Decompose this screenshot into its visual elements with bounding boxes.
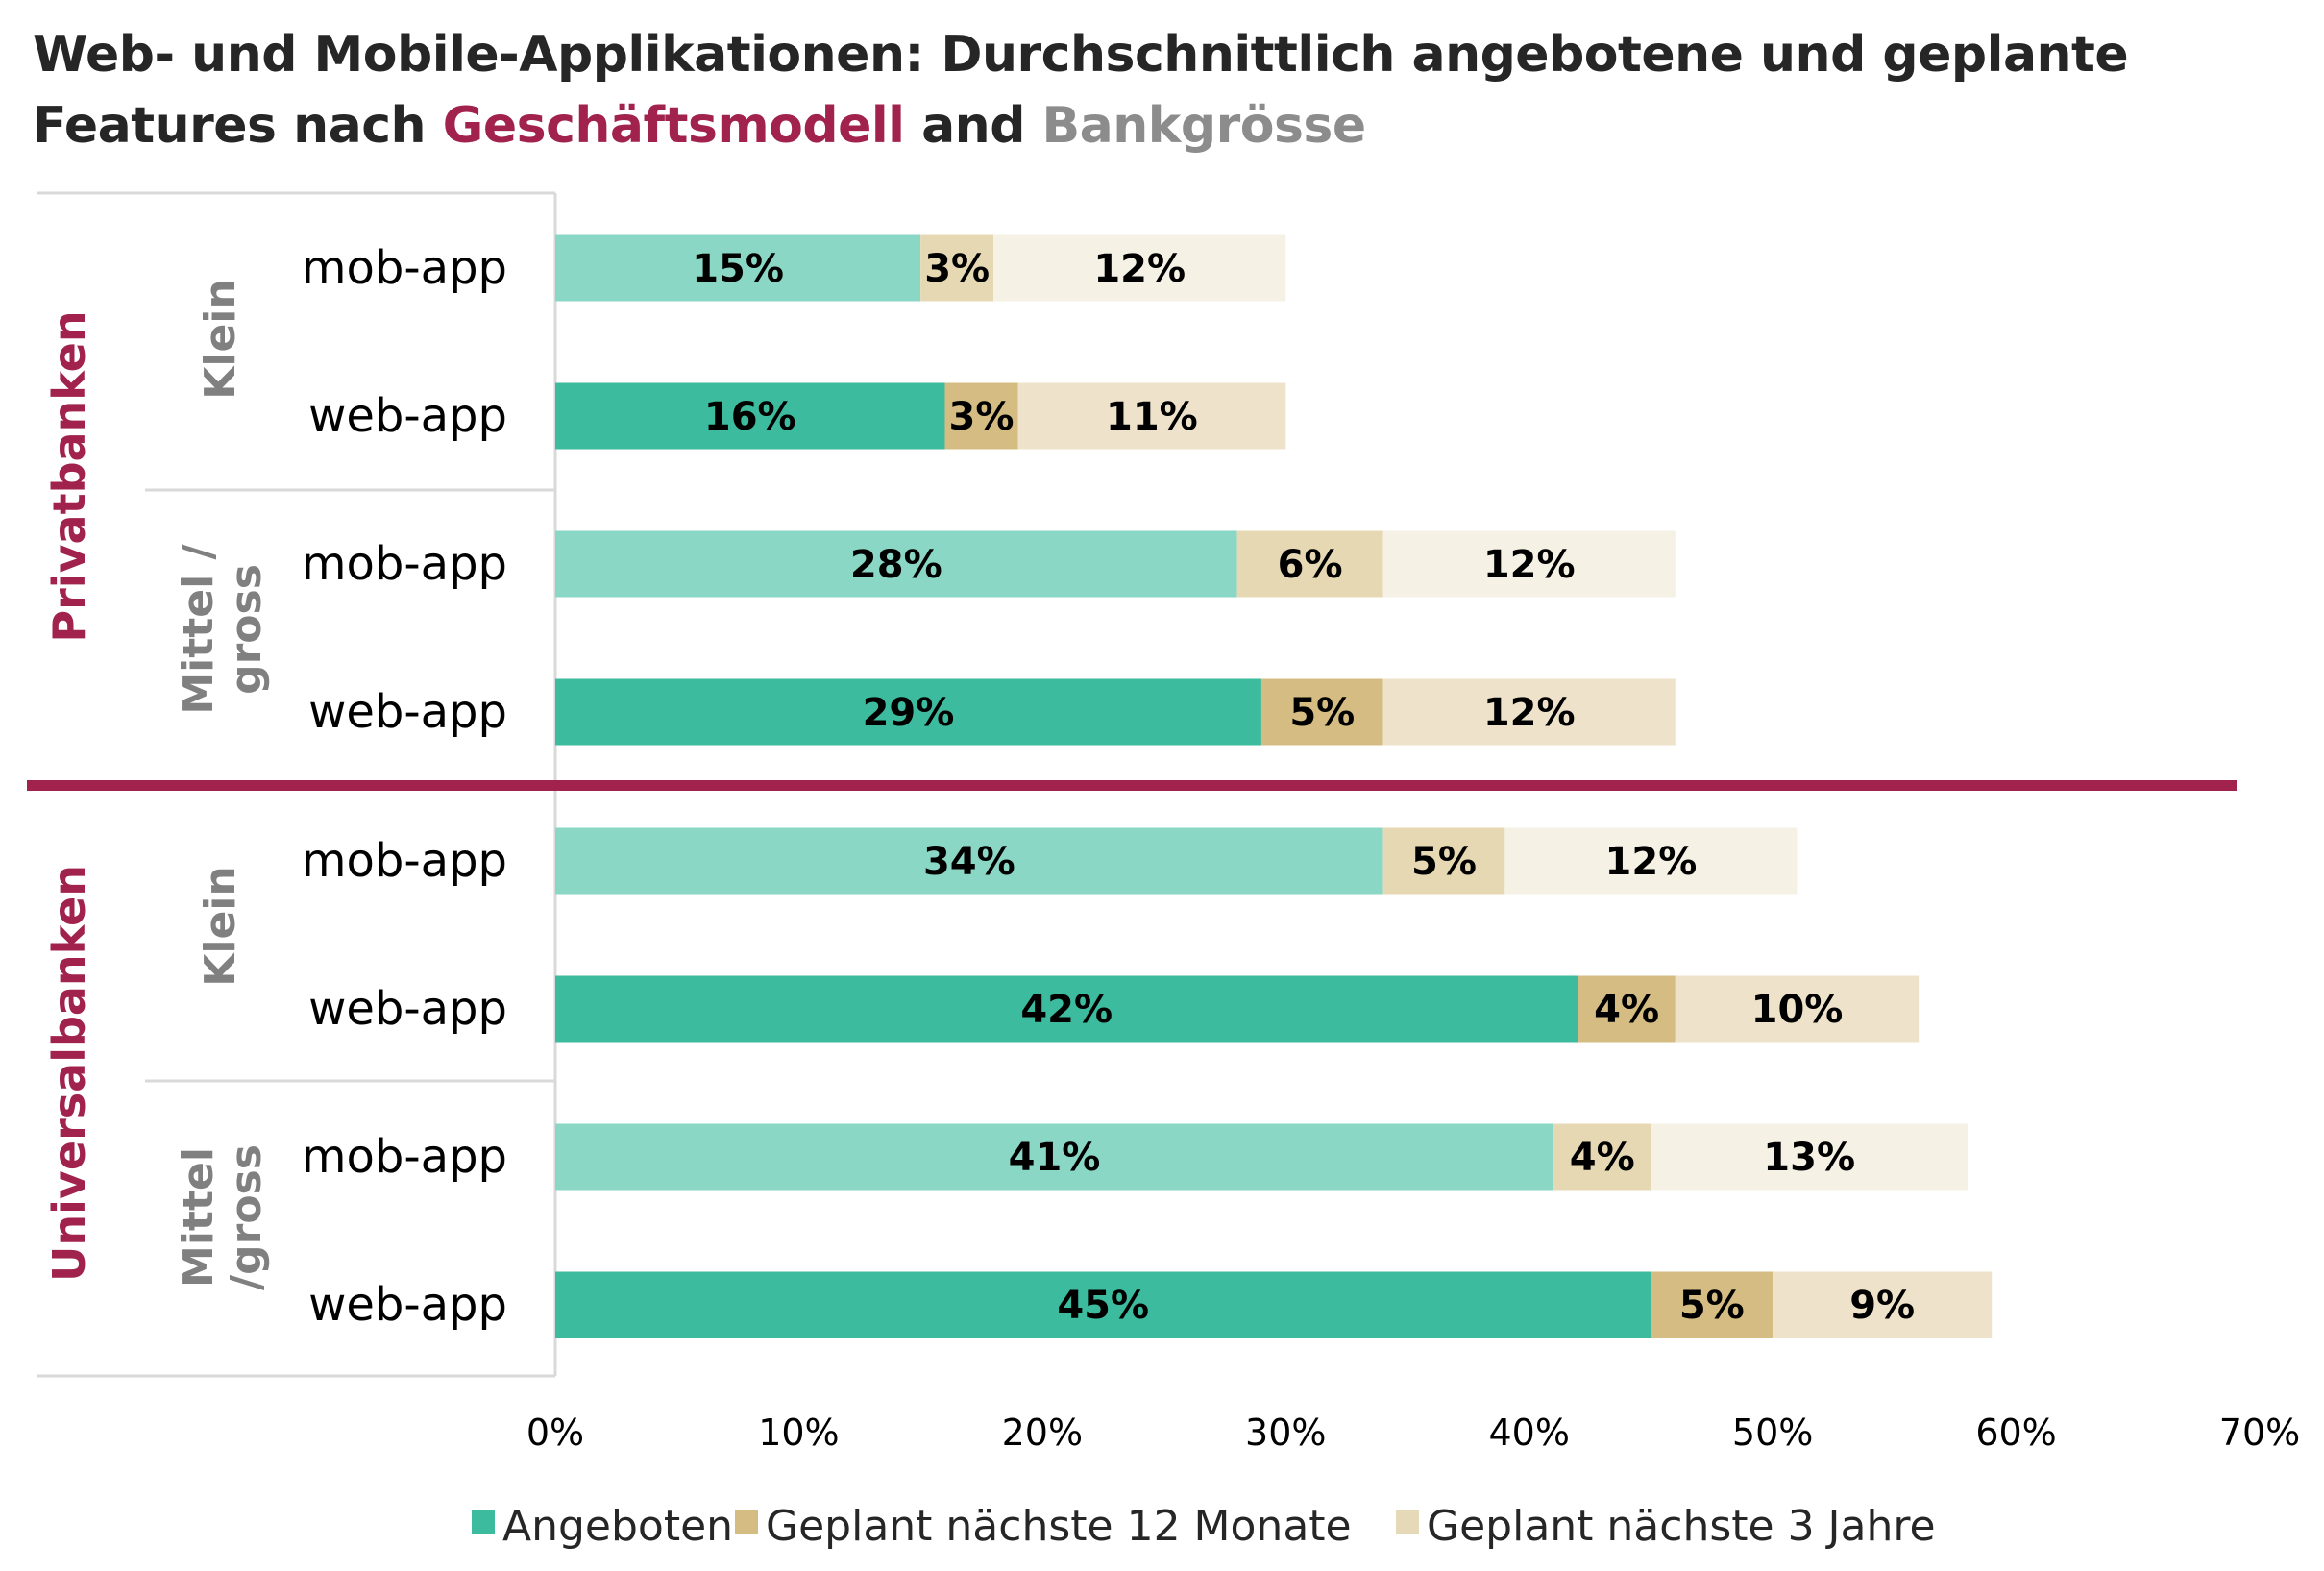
- bar-segment: [920, 234, 994, 302]
- x-tick-label: 70%: [2219, 1411, 2300, 1454]
- chart-title: Web- und Mobile-Applikationen: Durchschn…: [33, 19, 2129, 161]
- x-tick-label: 20%: [1002, 1411, 1083, 1454]
- bar-segment: [1382, 530, 1676, 598]
- group-separator: [27, 780, 2237, 791]
- size-label-line: gross: [222, 564, 271, 695]
- bar-segment: [555, 678, 1261, 746]
- title-highlight-geschaeftsmodell: Geschäftsmodell: [442, 97, 905, 155]
- bar-data-label: 9%: [1849, 1284, 1915, 1328]
- size-label: Mittel/gross: [174, 1144, 271, 1290]
- bar-data-label: 6%: [1278, 543, 1343, 587]
- row-label: web-app: [308, 1278, 507, 1332]
- bar-segment: [1651, 1123, 1968, 1191]
- legend-label: Geplant nächste 3 Jahre: [1427, 1502, 1936, 1551]
- group-label: Privatbanken: [43, 310, 95, 642]
- legend-label: Angeboten: [502, 1502, 733, 1551]
- bar-data-label: 11%: [1106, 395, 1198, 439]
- bar-segment: [1773, 1271, 1993, 1338]
- title-text: and: [904, 97, 1042, 155]
- size-label: Klein: [196, 279, 245, 399]
- legend-swatch: [472, 1510, 495, 1534]
- bar-segment: [1382, 827, 1505, 895]
- bar-data-label: 42%: [1020, 988, 1113, 1032]
- row-label: mob-app: [302, 241, 507, 295]
- x-tick-label: 30%: [1245, 1411, 1326, 1454]
- bar-data-label: 41%: [1009, 1136, 1101, 1180]
- bar-data-label: 13%: [1763, 1136, 1855, 1180]
- size-label-line: Mittel: [174, 1147, 223, 1288]
- bar-data-label: 5%: [1679, 1284, 1745, 1328]
- bar-segment: [944, 382, 1018, 450]
- bar-segment: [555, 530, 1237, 598]
- bar-segment: [555, 975, 1578, 1043]
- bar-data-label: 34%: [923, 840, 1015, 884]
- bar-segment: [555, 1271, 1651, 1338]
- x-tick-label: 10%: [758, 1411, 839, 1454]
- size-label-line: Mittel /: [174, 543, 223, 714]
- row-label: web-app: [308, 389, 507, 443]
- bar-data-label: 12%: [1483, 691, 1576, 735]
- bar-segment: [993, 234, 1286, 302]
- legend-label: Geplant nächste 12 Monate: [766, 1502, 1352, 1551]
- bar-segment: [1651, 1271, 1774, 1338]
- bar-segment: [1504, 827, 1798, 895]
- bar-data-label: 5%: [1411, 840, 1477, 884]
- size-label: Klein: [196, 866, 245, 986]
- row-label: web-app: [308, 685, 507, 739]
- bar-data-label: 10%: [1751, 988, 1844, 1032]
- bar-segment: [555, 827, 1383, 895]
- bar-data-label: 15%: [692, 247, 784, 291]
- group-label: Universalbanken: [43, 865, 95, 1282]
- bar-segment: [555, 1123, 1554, 1191]
- bar-segment: [1578, 975, 1676, 1043]
- bar-data-label: 28%: [850, 543, 942, 587]
- title-line-2: Features nach Geschäftsmodell and Bankgr…: [33, 90, 2128, 161]
- x-tick-label: 0%: [526, 1411, 584, 1454]
- bar-segment: [1236, 530, 1383, 598]
- bar-data-label: 3%: [924, 247, 990, 291]
- title-line-1: Web- und Mobile-Applikationen: Durchschn…: [33, 26, 2129, 84]
- title-highlight-bankgroesse: Bankgrösse: [1041, 97, 1367, 155]
- bar-data-label: 12%: [1483, 543, 1576, 587]
- bar-data-label: 16%: [704, 395, 796, 439]
- legend-swatch: [735, 1510, 758, 1534]
- size-label: Mittel /gross: [174, 543, 271, 714]
- bar-segment: [1017, 382, 1286, 450]
- bar-data-label: 4%: [1570, 1136, 1635, 1180]
- bar-data-label: 45%: [1057, 1284, 1149, 1328]
- row-label: web-app: [308, 982, 507, 1036]
- x-tick-label: 50%: [1732, 1411, 1813, 1454]
- bar-data-label: 12%: [1605, 840, 1698, 884]
- bar-data-label: 3%: [949, 395, 1015, 439]
- x-tick-label: 40%: [1488, 1411, 1569, 1454]
- title-text: Features nach: [33, 97, 443, 155]
- row-label: mob-app: [302, 537, 507, 591]
- row-label: mob-app: [302, 1130, 507, 1184]
- bar-data-label: 29%: [863, 691, 955, 735]
- legend-swatch: [1396, 1510, 1419, 1534]
- row-label: mob-app: [302, 834, 507, 888]
- bar-segment: [1553, 1123, 1651, 1191]
- bar-data-label: 5%: [1289, 691, 1355, 735]
- bar-segment: [1382, 678, 1676, 746]
- bar-segment: [555, 382, 945, 450]
- bar-segment: [1675, 975, 1920, 1043]
- bar-data-label: 4%: [1594, 988, 1659, 1032]
- bar-data-label: 12%: [1093, 247, 1186, 291]
- size-label-line: /gross: [222, 1144, 271, 1290]
- bar-segment: [1260, 678, 1383, 746]
- bar-segment: [555, 234, 921, 302]
- x-tick-label: 60%: [1975, 1411, 2056, 1454]
